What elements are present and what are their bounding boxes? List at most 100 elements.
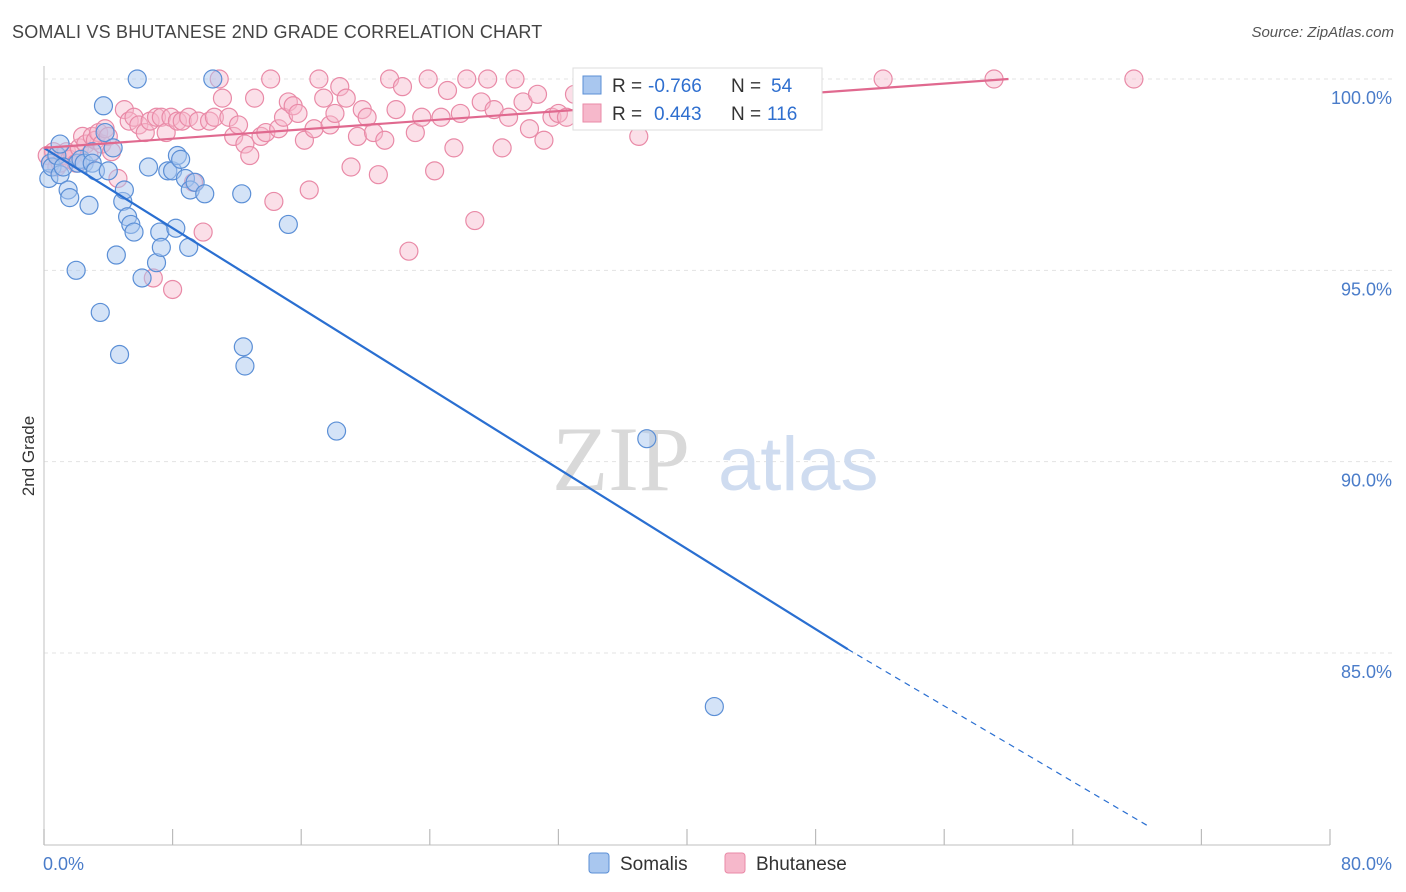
- bhutanese-point: [412, 107, 432, 127]
- bhutanese-point: [375, 130, 395, 150]
- y-axis-tick-labels: 100.0% 95.0% 90.0% 85.0%: [1331, 88, 1392, 682]
- somalis-point: [109, 344, 130, 365]
- somalis-point: [93, 96, 114, 116]
- bhutanese-point: [457, 69, 477, 89]
- bhutanese-point: [347, 126, 368, 146]
- somalis-point: [232, 184, 252, 204]
- trend-lines: [43, 77, 1148, 826]
- bhutanese-point: [179, 107, 199, 127]
- legend-r-label-bhutanese: R =: [612, 104, 642, 125]
- somalis-point: [704, 696, 724, 717]
- legend-n-label-bhutanese: N =: [731, 104, 761, 125]
- y-tick-label: 90.0%: [1341, 471, 1392, 491]
- bhutanese-trend-line: [43, 77, 1009, 149]
- bhutanese-point: [431, 107, 451, 127]
- bhutanese-point: [437, 80, 458, 101]
- bhutanese-point: [219, 107, 239, 127]
- bhutanese-point: [534, 130, 554, 150]
- legend-n-label-somalis: N =: [731, 76, 761, 97]
- bhutanese-point: [418, 69, 438, 89]
- y-tick-label: 100.0%: [1331, 88, 1392, 108]
- y-axis-label: 2nd Grade: [19, 416, 38, 496]
- bhutanese-point: [498, 107, 519, 127]
- bhutanese-point: [167, 111, 188, 131]
- x-axis-tick-labels: 0.0% 80.0%: [43, 854, 1392, 874]
- bottom-legend-swatch-somalis: [588, 852, 610, 874]
- bottom-legend-somalis: Somalis: [620, 854, 688, 875]
- bhutanese-point: [156, 122, 176, 143]
- legend-r-value-bhutanese: 0.443: [654, 104, 702, 125]
- bottom-legend-bhutanese: Bhutanese: [756, 854, 847, 875]
- bhutanese-point: [288, 103, 308, 124]
- bhutanese-point: [309, 69, 329, 89]
- y-tick-label: 85.0%: [1341, 662, 1392, 682]
- bhutanese-point: [368, 165, 388, 185]
- chart-title: SOMALI VS BHUTANESE 2ND GRADE CORRELATIO…: [12, 22, 543, 42]
- legend-n-value-somalis: 54: [771, 76, 793, 97]
- watermark: ZIP atlas: [552, 408, 879, 510]
- somalis-point: [124, 222, 144, 242]
- bhutanese-point: [450, 103, 470, 124]
- bhutanese-point: [519, 119, 540, 139]
- bhutanese-point: [1124, 69, 1144, 89]
- somalis-point: [98, 161, 118, 181]
- somalis-point: [195, 184, 215, 204]
- bhutanese-point: [873, 69, 893, 89]
- correlation-legend: R = -0.766 N = 54 R = 0.443 N = 116: [572, 67, 823, 131]
- bhutanese-point: [228, 115, 249, 135]
- bhutanese-point: [163, 279, 183, 300]
- bhutanese-point: [399, 241, 419, 261]
- bhutanese-point: [314, 88, 334, 108]
- somalis-point: [171, 149, 191, 169]
- somalis-trend-extension: [847, 648, 1148, 826]
- somalis-point: [637, 429, 657, 449]
- bhutanese-point: [269, 119, 289, 139]
- legend-r-label-somalis: R =: [612, 76, 642, 97]
- legend-r-value-somalis: -0.766: [648, 76, 702, 97]
- bhutanese-point: [240, 145, 260, 166]
- bhutanese-point: [204, 107, 224, 127]
- somalis-point: [95, 122, 115, 143]
- bhutanese-point: [244, 88, 265, 108]
- bhutanese-point: [465, 210, 485, 231]
- bhutanese-point: [212, 88, 233, 108]
- watermark-zip: ZIP: [552, 408, 690, 510]
- bhutanese-point: [330, 77, 350, 97]
- somalis-point: [66, 260, 86, 280]
- legend-swatch-bhutanese: [582, 103, 602, 123]
- series-legend: Somalis Bhutanese: [588, 852, 847, 875]
- somalis-point: [50, 134, 70, 154]
- bhutanese-point: [386, 100, 406, 120]
- somalis-point: [235, 356, 255, 376]
- somalis-point: [132, 268, 152, 288]
- somalis-point: [90, 302, 110, 323]
- x-axis-ticks: [43, 829, 1331, 845]
- bottom-legend-swatch-bhutanese: [724, 852, 746, 874]
- somalis-point: [127, 69, 147, 89]
- somalis-point: [60, 188, 80, 208]
- bhutanese-point: [425, 161, 445, 181]
- bhutanese-point: [299, 180, 319, 200]
- somalis-point: [114, 180, 134, 200]
- bhutanese-point: [224, 126, 244, 146]
- bhutanese-point: [264, 191, 284, 212]
- bhutanese-point: [261, 69, 281, 89]
- x-tick-label: 0.0%: [43, 854, 84, 874]
- somalis-point: [326, 421, 347, 441]
- bhutanese-point: [325, 103, 345, 124]
- somalis-point: [203, 69, 223, 89]
- somalis-point: [79, 195, 99, 215]
- bhutanese-point: [478, 69, 498, 89]
- somalis-points: [39, 69, 724, 717]
- bhutanese-point: [151, 107, 171, 127]
- bhutanese-point: [188, 111, 208, 131]
- y-tick-label: 95.0%: [1341, 279, 1392, 299]
- somalis-point: [278, 214, 298, 235]
- bhutanese-point: [146, 107, 167, 127]
- legend-n-value-bhutanese: 116: [767, 104, 797, 125]
- source-label: Source: ZipAtlas.com: [1251, 24, 1394, 41]
- somalis-point: [151, 237, 171, 257]
- x-tick-label: 80.0%: [1341, 854, 1392, 874]
- bhutanese-point: [114, 100, 134, 120]
